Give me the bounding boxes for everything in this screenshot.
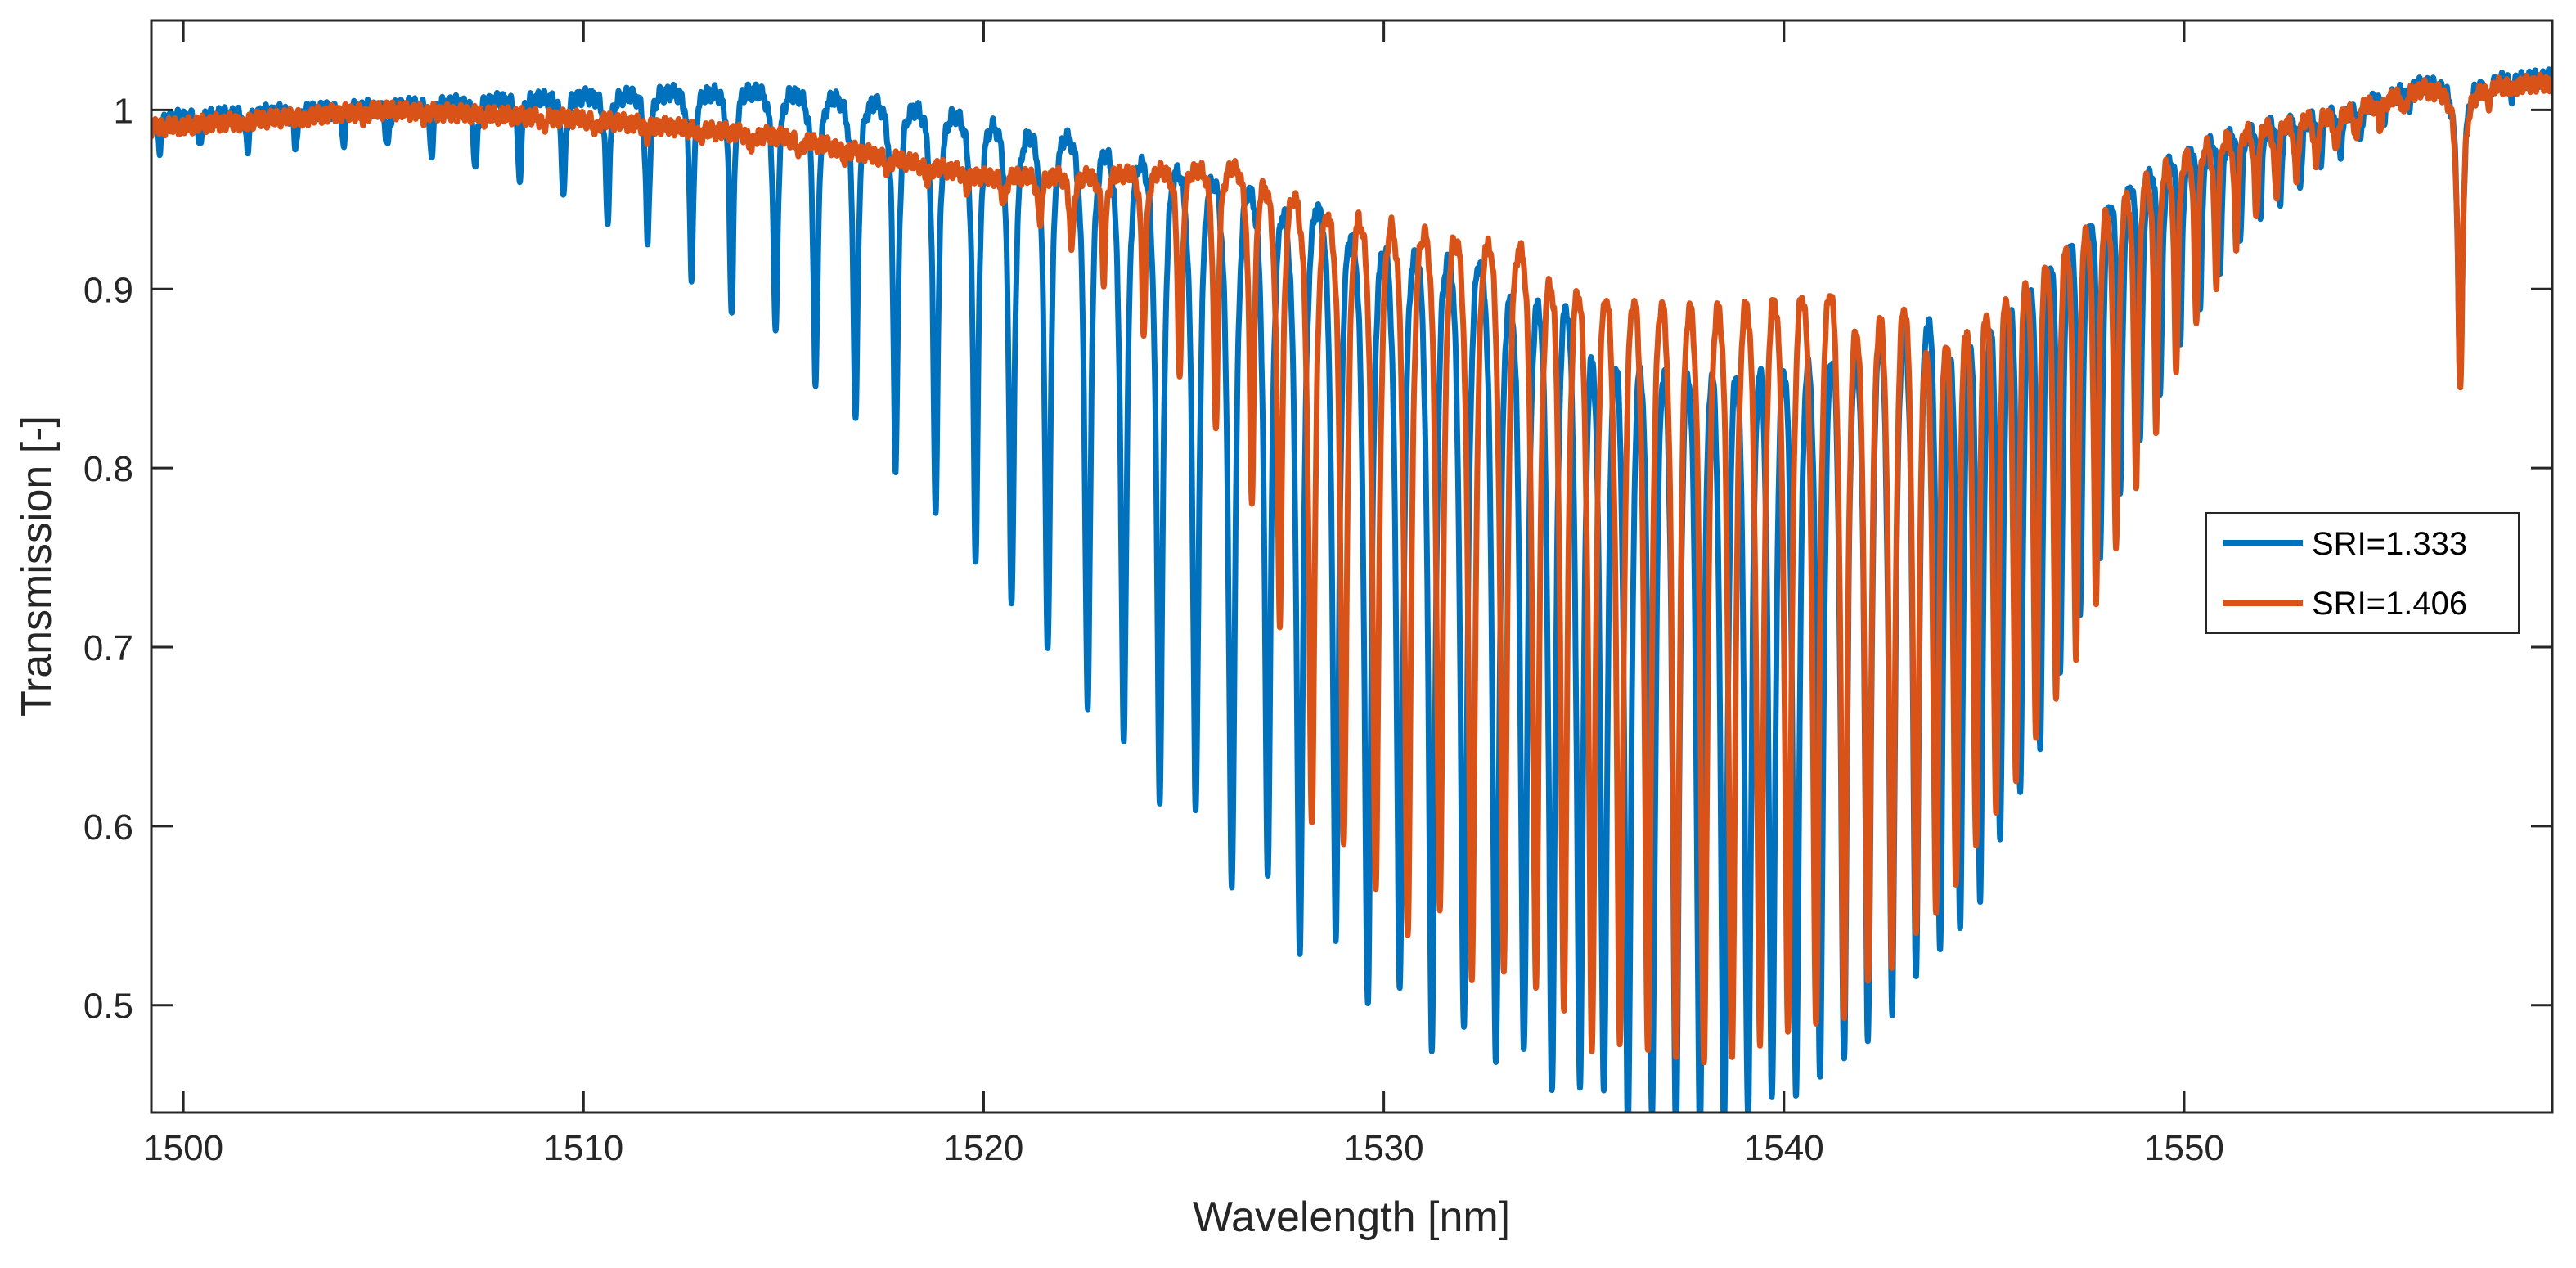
legend-box xyxy=(2205,512,2520,634)
y-tick-label: 0.9 xyxy=(83,270,133,310)
legend-label-sri-1-406: SRI=1.406 xyxy=(2312,586,2467,622)
x-tick-label: 1540 xyxy=(1744,1128,1824,1168)
y-axis-label: Transmission [-] xyxy=(13,416,61,717)
y-axis-ticks: 0.5 0.6 0.7 0.8 0.9 1 xyxy=(83,91,2552,1027)
series-layer xyxy=(151,66,2552,1113)
x-tick-label: 1510 xyxy=(543,1128,623,1168)
y-tick-label: 0.5 xyxy=(83,987,133,1027)
y-tick-label: 0.7 xyxy=(83,628,133,668)
legend-label-sri-1-333: SRI=1.333 xyxy=(2312,526,2467,562)
series-line-1 xyxy=(151,71,2552,1066)
y-tick-label: 1 xyxy=(114,91,133,131)
y-tick-label: 0.8 xyxy=(83,449,133,489)
x-tick-label: 1530 xyxy=(1344,1128,1424,1168)
legend: SRI=1.333 SRI=1.406 xyxy=(2205,512,2520,634)
x-axis-ticks: 1500 1510 1520 1530 1540 1550 xyxy=(143,20,2224,1168)
x-tick-label: 1550 xyxy=(2144,1128,2224,1168)
x-tick-label: 1500 xyxy=(143,1128,223,1168)
x-axis-label: Wavelength [nm] xyxy=(1193,1194,1510,1241)
x-tick-label: 1520 xyxy=(944,1128,1024,1168)
series-line-0 xyxy=(151,66,2552,1113)
y-tick-label: 0.6 xyxy=(83,807,133,848)
axes-frame xyxy=(150,19,2554,1114)
